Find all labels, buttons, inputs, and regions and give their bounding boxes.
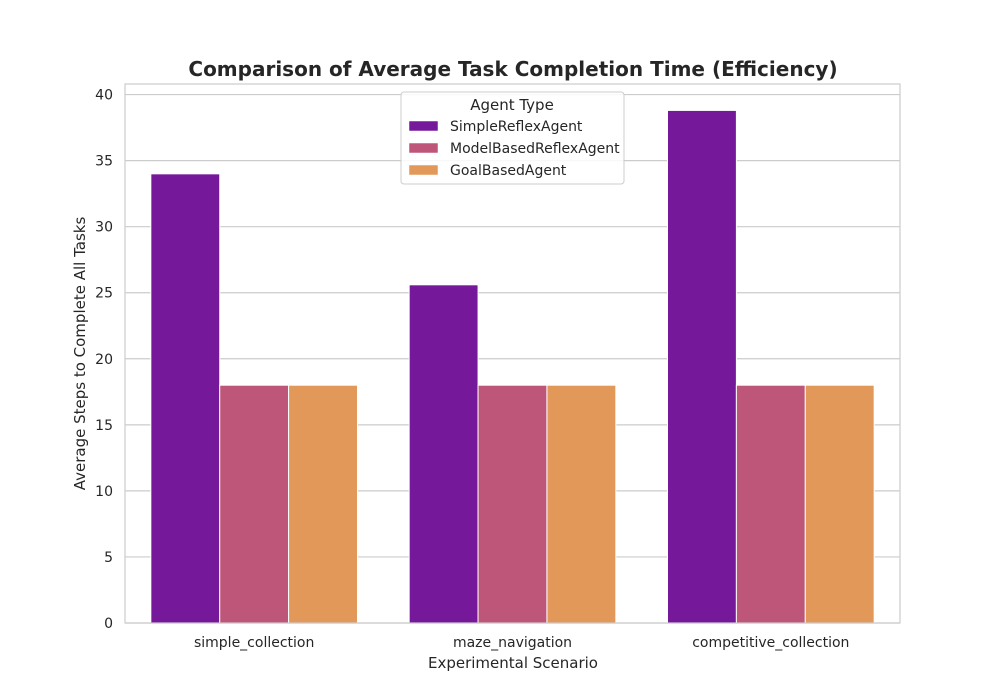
- bar-SimpleReflexAgent-maze_navigation: [408, 284, 479, 624]
- bars: [150, 109, 875, 624]
- x-tick-label: competitive_collection: [692, 635, 849, 651]
- legend-swatch: [408, 164, 439, 176]
- y-tick-label: 0: [104, 616, 113, 632]
- y-axis-label: Average Steps to Complete All Tasks: [71, 217, 89, 491]
- x-axis-label: Experimental Scenario: [428, 654, 598, 672]
- y-tick-labels: 0 5 10 15 20 25 30 35 40: [95, 88, 113, 632]
- legend-swatch: [408, 120, 439, 132]
- legend-items: SimpleReflexAgent ModelBasedReflexAgent Go…: [408, 119, 620, 179]
- bar-SimpleReflexAgent-competitive_collection: [667, 109, 737, 624]
- bar-GoalBasedAgent-competitive_collection: [804, 384, 875, 624]
- y-tick-label: 40: [95, 88, 113, 104]
- x-tick-labels: simple_collection maze_navigation competit…: [194, 635, 849, 651]
- legend: Agent Type SimpleReflexAgent ModelBasedRe…: [400, 91, 625, 185]
- legend-title: Agent Type: [470, 96, 554, 114]
- y-tick-label: 30: [95, 220, 113, 236]
- legend-label: ModelBasedReflexAgent: [450, 141, 620, 157]
- y-tick-label: 15: [95, 418, 113, 434]
- y-tick-label: 25: [95, 286, 113, 302]
- x-tick-label: simple_collection: [194, 635, 314, 651]
- legend-label: SimpleReflexAgent: [450, 119, 583, 135]
- bar-GoalBasedAgent-simple_collection: [288, 384, 358, 624]
- y-tick-label: 5: [104, 550, 113, 566]
- bar-ModelBasedReflexAgent-maze_navigation: [477, 384, 548, 624]
- plot-frame: [124, 83, 901, 624]
- y-tick-label: 20: [95, 352, 113, 368]
- x-tick-label: maze_navigation: [453, 635, 572, 651]
- bar-GoalBasedAgent-maze_navigation: [546, 384, 617, 624]
- y-tick-label: 35: [95, 154, 113, 170]
- y-tick-label: 10: [95, 484, 113, 500]
- bar-ModelBasedReflexAgent-competitive_collection: [735, 384, 806, 624]
- legend-label: GoalBasedAgent: [450, 163, 567, 179]
- legend-box: [400, 91, 625, 185]
- bar-SimpleReflexAgent-simple_collection: [150, 173, 221, 624]
- chart-title: Comparison of Average Task Completion Ti…: [188, 57, 837, 81]
- legend-swatch: [408, 142, 439, 154]
- bar-ModelBasedReflexAgent-simple_collection: [219, 384, 290, 624]
